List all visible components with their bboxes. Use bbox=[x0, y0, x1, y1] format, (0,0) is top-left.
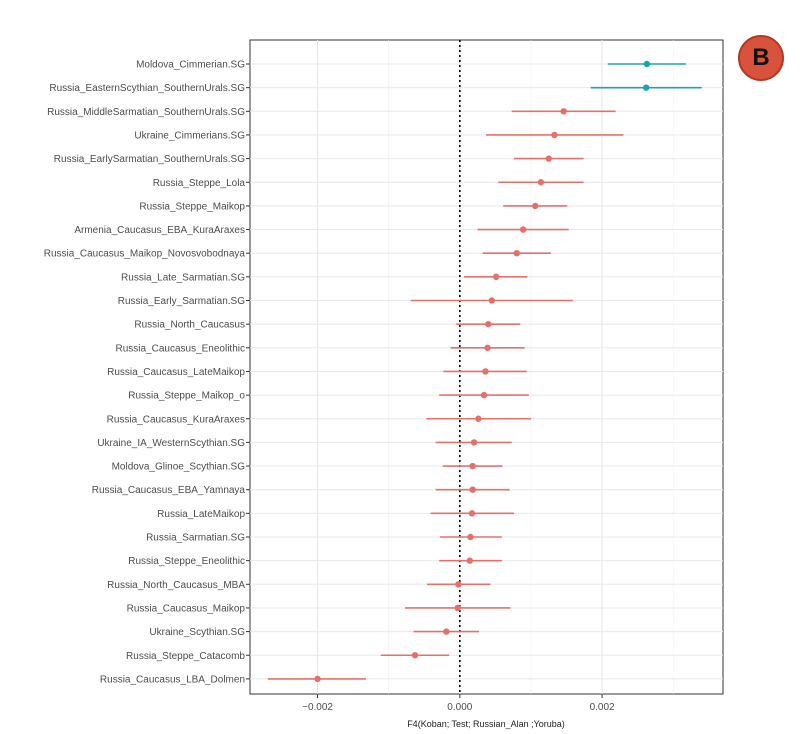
y-tick-label: Russia_Caucasus_EBA_Yamnaya bbox=[92, 485, 246, 496]
y-tick-label: Armenia_Caucasus_EBA_KuraAraxes bbox=[74, 225, 245, 236]
y-tick-label: Russia_North_Caucasus_MBA bbox=[107, 580, 245, 591]
estimate-point bbox=[492, 273, 500, 281]
y-tick-label: Moldova_Cimmerian.SG bbox=[136, 60, 245, 71]
panel-badge: B bbox=[738, 35, 784, 81]
y-tick-label: Russia_Late_Sarmatian.SG bbox=[121, 272, 245, 283]
estimate-point bbox=[643, 60, 651, 68]
estimate-point bbox=[485, 320, 492, 328]
estimate-point bbox=[411, 652, 419, 659]
estimate-point bbox=[519, 226, 527, 233]
y-tick-label: Russia_Caucasus_LateMaikop bbox=[107, 367, 245, 378]
estimate-point bbox=[466, 557, 473, 564]
y-tick-label: Russia_Steppe_Catacomb bbox=[126, 651, 245, 662]
estimate-point bbox=[469, 486, 476, 493]
y-tick-label: Ukraine_Cimmerians.SG bbox=[134, 130, 245, 141]
estimate-point bbox=[443, 628, 450, 635]
y-tick-label: Ukraine_IA_WesternScythian.SG bbox=[97, 438, 245, 449]
estimate-point bbox=[455, 581, 462, 588]
estimate-point bbox=[560, 108, 567, 115]
y-tick-label: Russia_Sarmatian.SG bbox=[146, 533, 245, 544]
x-tick-labels: −0.002 0.000 0.002 bbox=[302, 694, 615, 713]
y-tick-label: Russia_Steppe_Lola bbox=[153, 178, 246, 189]
y-tick-label: Russia_Steppe_Maikop bbox=[139, 201, 245, 212]
estimate-point bbox=[475, 415, 482, 422]
y-tick-label: Russia_Caucasus_Maikop bbox=[127, 603, 246, 614]
estimate-point bbox=[480, 391, 488, 399]
estimate-point bbox=[551, 131, 558, 139]
y-tick-label: Moldova_Glinoe_Scythian.SG bbox=[112, 462, 246, 473]
x-axis-label: F4(Koban; Test; Russian_Alan ;Yoruba) bbox=[407, 719, 565, 729]
x-tick-label: −0.002 bbox=[302, 702, 333, 713]
x-tick-label: 0.000 bbox=[447, 702, 472, 713]
y-tick-label: Russia_Caucasus_Maikop_Novosvobodnaya bbox=[44, 249, 246, 260]
y-tick-label: Russia_Steppe_Eneolithic bbox=[128, 556, 245, 567]
estimate-point bbox=[537, 179, 545, 186]
y-tick-label: Russia_EarlySarmatian_SouthernUrals.SG bbox=[54, 154, 245, 165]
y-tick-labels: Moldova_Cimmerian.SG Russia_EasternScythi… bbox=[44, 60, 250, 685]
y-tick-label: Russia_Caucasus_KuraAraxes bbox=[107, 414, 245, 425]
x-tick-label: 0.002 bbox=[590, 702, 615, 713]
plot-panel bbox=[249, 39, 724, 695]
estimate-point bbox=[470, 439, 478, 446]
y-tick-label: Russia_Early_Sarmatian.SG bbox=[118, 296, 245, 307]
estimate-point bbox=[454, 604, 461, 612]
estimate-point bbox=[469, 462, 476, 470]
estimate-point bbox=[545, 155, 552, 162]
y-tick-label: Russia_LateMaikop bbox=[157, 509, 245, 520]
y-tick-label: Russia_EasternScythian_SouthernUrals.SG bbox=[49, 83, 245, 94]
y-tick-label: Russia_Caucasus_Eneolithic bbox=[115, 343, 245, 354]
estimate-marks bbox=[267, 60, 702, 683]
estimate-point bbox=[314, 675, 321, 683]
estimate-point bbox=[484, 344, 491, 351]
estimate-point bbox=[532, 202, 539, 210]
y-tick-label: Russia_Steppe_Maikop_o bbox=[128, 391, 245, 402]
y-tick-label: Russia_North_Caucasus bbox=[134, 320, 245, 331]
y-tick-label: Russia_MiddleSarmatian_SouthernUrals.SG bbox=[47, 107, 245, 118]
estimate-point bbox=[468, 510, 476, 517]
estimate-point bbox=[642, 84, 650, 91]
estimate-point bbox=[513, 250, 520, 257]
estimate-point bbox=[467, 533, 474, 541]
y-tick-label: Ukraine_Scythian.SG bbox=[149, 627, 245, 638]
y-tick-label: Russia_Caucasus_LBA_Dolmen bbox=[100, 674, 245, 685]
estimate-point bbox=[488, 297, 496, 304]
estimate-point bbox=[482, 368, 489, 375]
